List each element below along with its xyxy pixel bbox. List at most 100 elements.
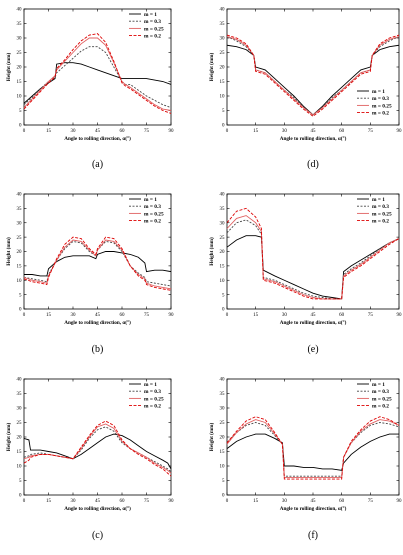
x-tick-label: 75 (368, 499, 374, 504)
x-tick-label: 0 (226, 313, 229, 318)
x-tick-label: 15 (46, 499, 52, 504)
series-line-1 (226, 422, 400, 477)
legend-label: m = 0.2 (144, 404, 161, 410)
y-tick-label: 5 (19, 293, 22, 298)
series-line-0 (24, 251, 172, 277)
y-tick-label: 30 (17, 407, 23, 412)
y-tick-label: 20 (220, 66, 226, 71)
x-tick-label: 75 (144, 129, 150, 134)
series-line-2 (226, 215, 400, 300)
y-tick-label: 0 (19, 494, 22, 499)
y-axis-label: Height (mm) (208, 53, 215, 82)
x-tick-label: 0 (226, 129, 229, 134)
chart-panel-5: 0 15 30 45 60 75 90 0 5 10 15 20 25 30 35 40 Angle to ro… (208, 378, 402, 541)
x-tick-label: 0 (23, 499, 26, 504)
y-tick-label: 40 (220, 378, 226, 383)
legend-label: m = 0.2 (372, 111, 389, 117)
x-tick-label: 60 (339, 313, 345, 318)
series-line-3 (23, 420, 172, 477)
series-line-1 (23, 46, 172, 109)
y-tick-label: 35 (220, 392, 226, 397)
legend-label: m = 0.3 (144, 204, 161, 210)
legend-label: m = 0.3 (144, 19, 161, 25)
x-tick-label: 90 (397, 129, 403, 134)
y-tick-label: 10 (17, 279, 23, 284)
legend-label: m = 0.3 (372, 96, 389, 102)
x-tick-label: 0 (23, 313, 26, 318)
x-tick-label: 75 (368, 313, 374, 318)
series-line-3 (226, 207, 400, 300)
y-tick-label: 10 (220, 95, 226, 100)
legend-label: m = 0.25 (144, 396, 164, 402)
legend-label: m = 0.3 (372, 204, 389, 210)
y-tick-label: 20 (17, 250, 23, 255)
y-tick-label: 20 (220, 250, 226, 255)
legend-label: m = 1 (372, 89, 385, 95)
x-tick-label: 15 (253, 313, 259, 318)
y-tick-label: 40 (17, 8, 23, 13)
y-axis-label: Height (mm) (5, 423, 12, 452)
x-axis-label: Angle to rolling direction, α(°) (280, 135, 347, 142)
series-line-1 (226, 219, 400, 300)
x-axis-label: Angle to rolling direction, α(°) (64, 135, 131, 142)
x-tick-label: 75 (144, 499, 150, 504)
panel-caption: (a) (92, 159, 103, 170)
y-axis-label: Height (mm) (5, 237, 12, 266)
x-tick-label: 90 (397, 313, 403, 318)
y-tick-label: 30 (17, 221, 23, 226)
x-tick-label: 60 (339, 499, 345, 504)
y-tick-label: 0 (19, 124, 22, 129)
y-tick-label: 0 (222, 308, 225, 313)
y-tick-label: 40 (17, 378, 23, 383)
x-tick-label: 45 (311, 129, 317, 134)
legend-label: m = 0.2 (144, 34, 161, 40)
y-tick-label: 25 (220, 421, 226, 426)
x-tick-label: 15 (46, 129, 52, 134)
y-tick-label: 35 (17, 392, 23, 397)
x-tick-label: 0 (23, 129, 26, 134)
series-line-3 (226, 416, 400, 480)
legend-label: m = 0.25 (372, 103, 392, 109)
panel-caption: (d) (307, 159, 319, 170)
legend-label: m = 0.2 (372, 219, 389, 225)
legend-label: m = 0.25 (372, 396, 392, 402)
panel-caption: (e) (307, 344, 318, 355)
y-tick-label: 10 (220, 465, 226, 470)
y-tick-label: 35 (220, 22, 226, 27)
y-tick-label: 5 (222, 479, 225, 484)
chart-panel-1: 0 15 30 45 60 75 90 0 5 10 15 20 25 30 35 40 Angle to ro… (208, 8, 402, 170)
y-tick-label: 25 (17, 421, 23, 426)
y-tick-label: 40 (220, 8, 226, 13)
y-axis-label: Height (mm) (208, 423, 215, 452)
chart-panel-2: 0 15 30 45 60 75 90 0 5 10 15 20 25 30 35 40 Angle to ro… (5, 193, 174, 355)
x-tick-label: 75 (368, 129, 374, 134)
x-tick-label: 15 (253, 129, 259, 134)
legend-label: m = 0.2 (372, 404, 389, 410)
series-line-0 (226, 235, 400, 300)
y-tick-label: 5 (222, 293, 225, 298)
legend-label: m = 1 (144, 12, 157, 18)
legend-label: m = 1 (372, 382, 385, 388)
y-tick-label: 30 (220, 221, 226, 226)
x-tick-label: 75 (144, 313, 150, 318)
y-tick-label: 15 (17, 450, 23, 455)
y-tick-label: 30 (17, 37, 23, 42)
chart-panel-3: 0 15 30 45 60 75 90 0 5 10 15 20 25 30 35 40 Angle to ro… (208, 193, 402, 355)
series-line-2 (226, 419, 400, 479)
legend-label: m = 1 (372, 197, 385, 203)
x-tick-label: 90 (169, 499, 175, 504)
y-tick-label: 25 (17, 236, 23, 241)
y-tick-label: 35 (17, 207, 23, 212)
x-tick-label: 60 (120, 129, 126, 134)
x-tick-label: 15 (46, 313, 52, 318)
series-line-2 (23, 37, 172, 111)
x-tick-label: 90 (169, 313, 175, 318)
y-tick-label: 15 (220, 80, 226, 85)
legend-label: m = 0.3 (144, 389, 161, 395)
legend-label: m = 0.25 (144, 211, 164, 217)
series-line-0 (226, 433, 399, 471)
y-axis-label: Height (mm) (208, 237, 215, 266)
series-line-0 (23, 433, 172, 470)
